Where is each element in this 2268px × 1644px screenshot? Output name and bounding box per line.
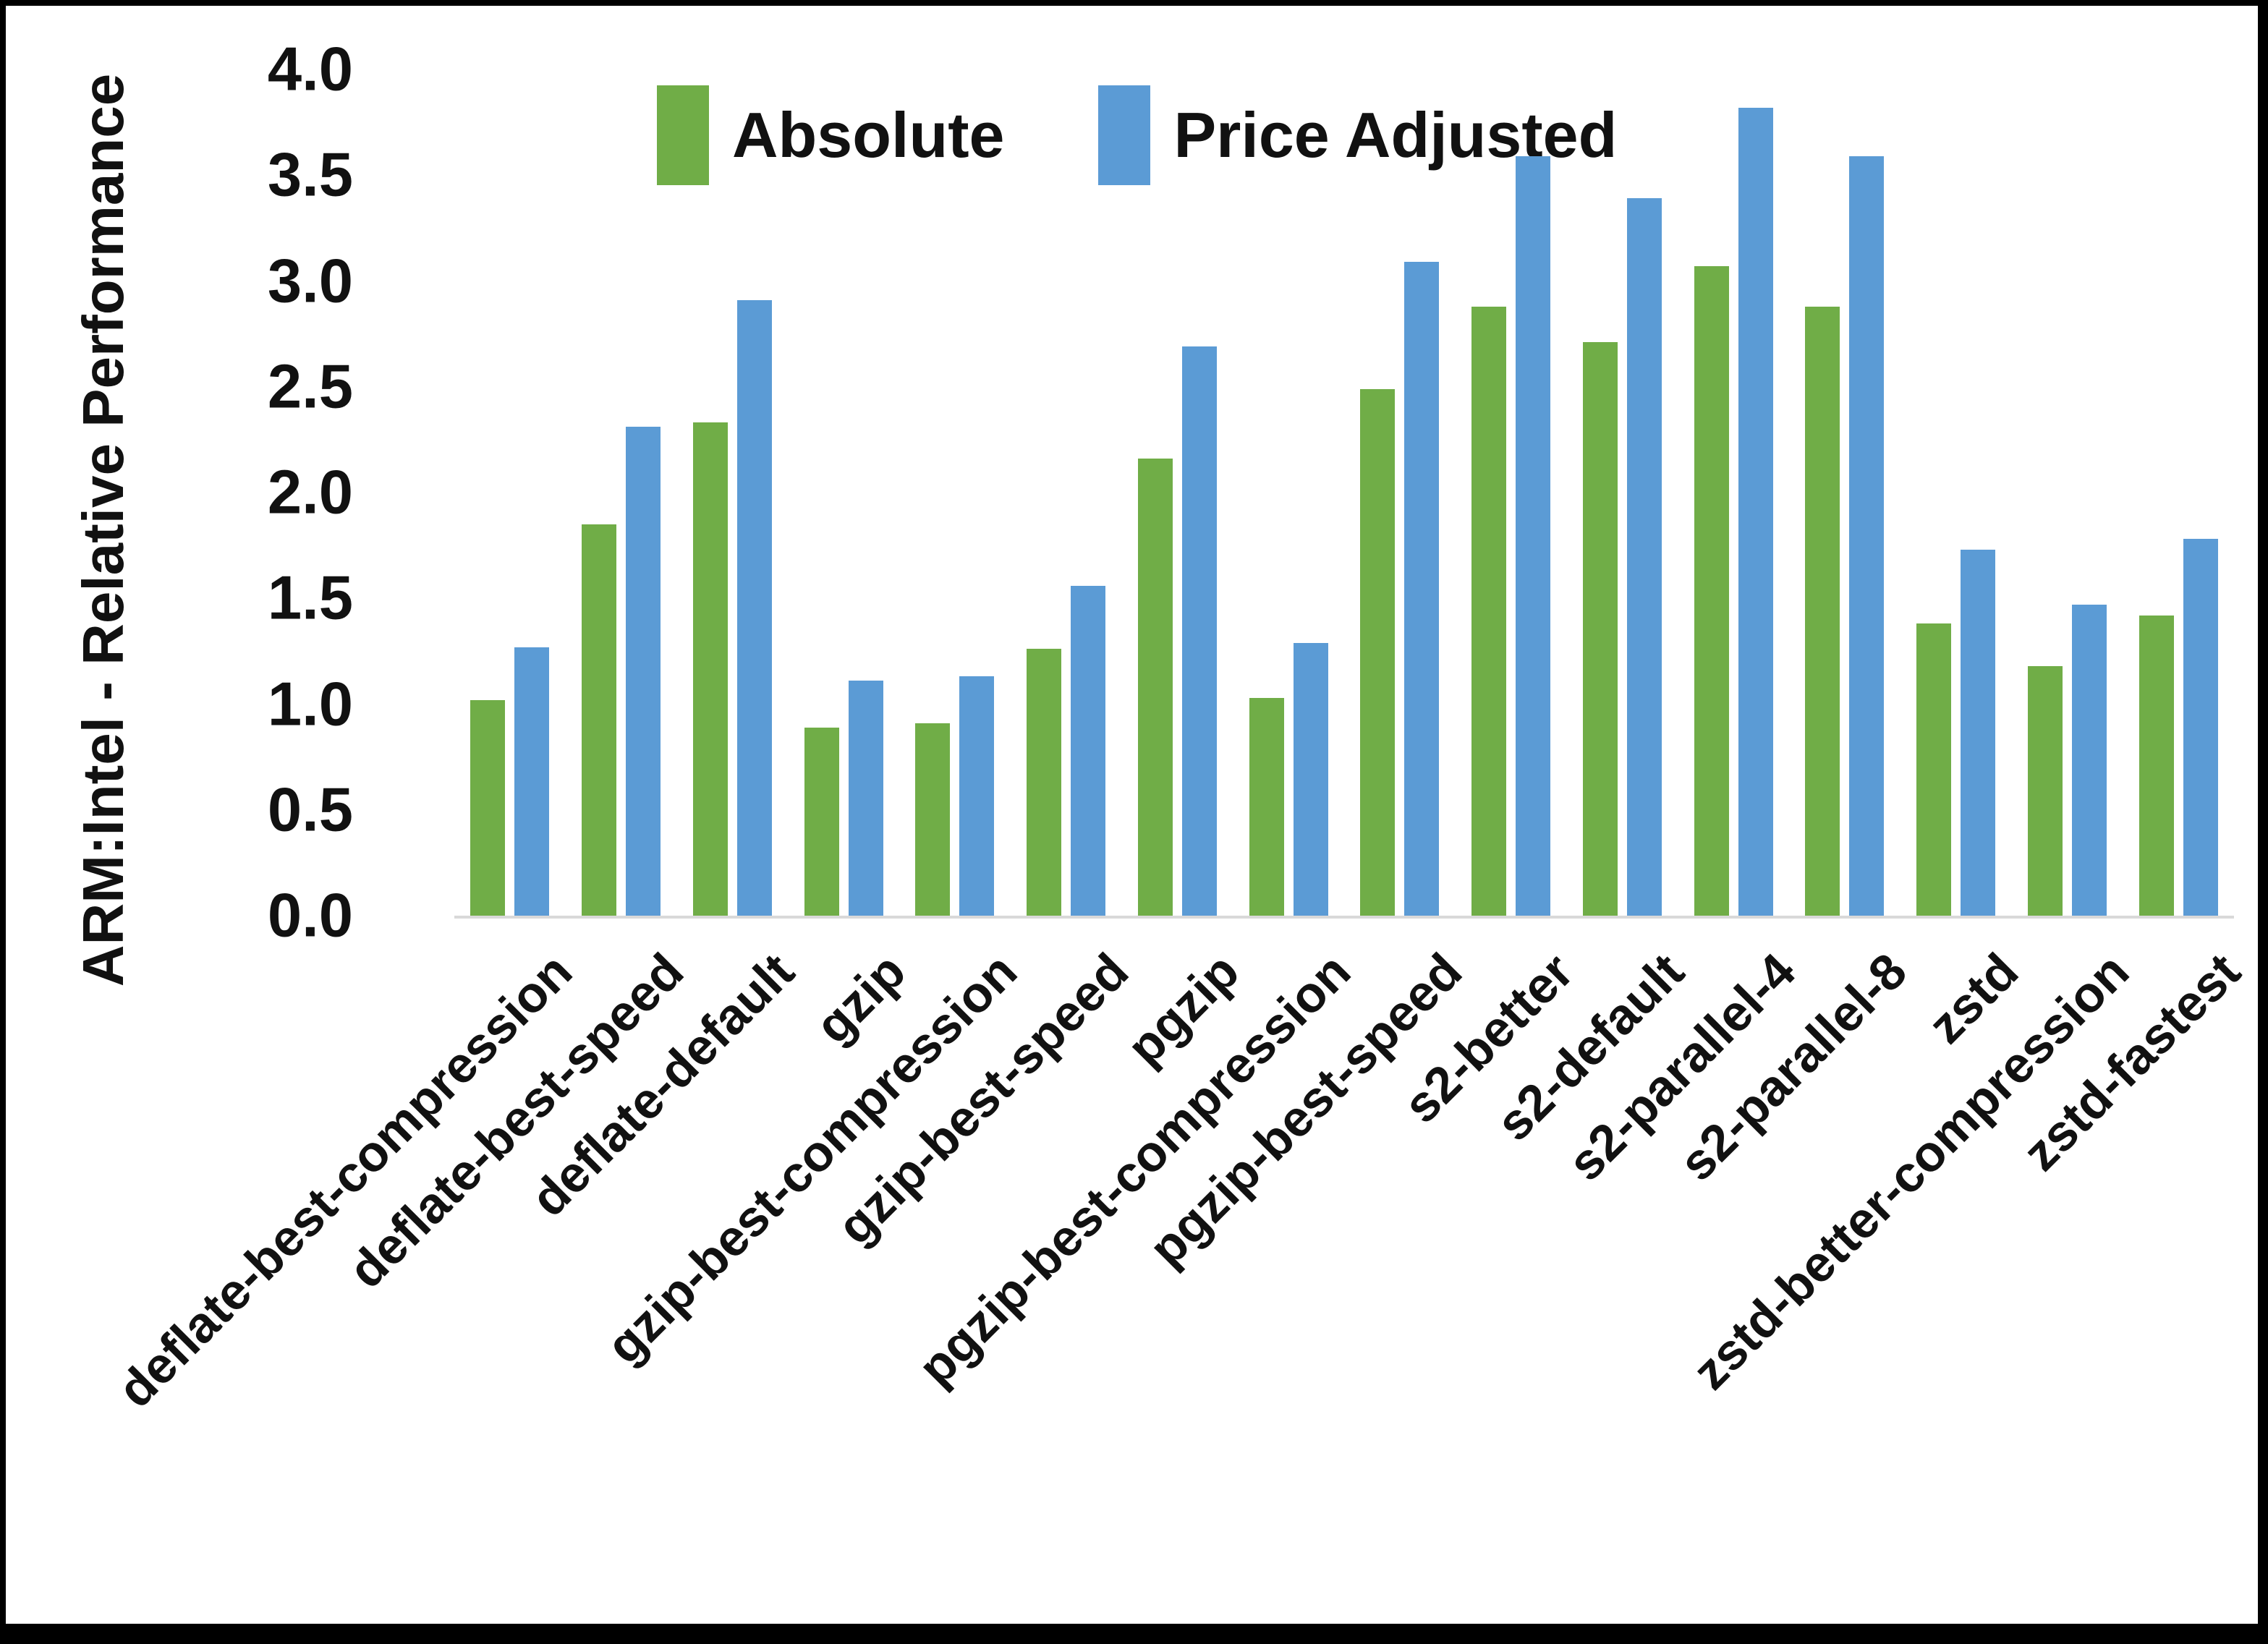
bar-group-gzip xyxy=(788,69,899,916)
bar-group-s2-parallel-8 xyxy=(1789,69,1900,916)
bar-zstd-better-compression-price-adjusted xyxy=(2071,605,2107,916)
bar-gzip-price-adjusted xyxy=(848,681,883,916)
bar-pgzip-absolute xyxy=(1137,459,1173,916)
legend-swatch-icon xyxy=(1098,85,1151,185)
bar-pgzip-best-compression-price-adjusted xyxy=(1293,642,1328,916)
bar-group-pgzip-best-speed xyxy=(1344,69,1456,916)
bar-deflate-default-absolute xyxy=(692,422,728,916)
y-tick-label: 0.5 xyxy=(267,775,353,845)
bar-gzip-absolute xyxy=(804,727,839,916)
bar-gzip-best-compression-price-adjusted xyxy=(959,676,995,916)
bar-group-s2-better xyxy=(1456,69,1567,916)
bar-group-gzip-best-compression xyxy=(899,69,1011,916)
bar-group-pgzip xyxy=(1122,69,1233,916)
bar-deflate-best-compression-price-adjusted xyxy=(514,647,550,916)
legend: Absolute Price Adjusted xyxy=(657,85,1617,185)
y-tick-label: 3.0 xyxy=(267,247,353,315)
y-tick-label: 1.0 xyxy=(267,670,353,738)
bar-s2-default-price-adjusted xyxy=(1626,198,1662,916)
bar-pgzip-best-speed-price-adjusted xyxy=(1404,262,1440,916)
x-category-label-deflate-best-compression: deflate-best-compression xyxy=(106,942,583,1418)
bar-group-zstd xyxy=(1900,69,2012,916)
y-tick-label: 2.5 xyxy=(267,352,353,422)
legend-item-price-adjusted: Price Adjusted xyxy=(1098,85,1617,185)
plot-area xyxy=(454,69,2234,919)
bar-deflate-default-price-adjusted xyxy=(736,299,772,916)
y-tick-label: 3.5 xyxy=(267,140,353,210)
bar-zstd-absolute xyxy=(1916,623,1952,916)
bar-s2-parallel-8-price-adjusted xyxy=(1849,156,1885,916)
bar-zstd-price-adjusted xyxy=(1961,549,1996,916)
legend-item-absolute: Absolute xyxy=(657,85,1004,185)
bar-pgzip-best-compression-absolute xyxy=(1249,697,1284,916)
bar-group-pgzip-best-compression xyxy=(1233,69,1344,916)
bar-group-s2-default xyxy=(1567,69,1678,916)
bar-group-s2-parallel-4 xyxy=(1678,69,1789,916)
bar-gzip-best-compression-absolute xyxy=(915,723,951,916)
bar-deflate-best-speed-absolute xyxy=(582,524,617,916)
y-tick-label: 0.0 xyxy=(267,881,353,950)
bar-zstd-fastest-price-adjusted xyxy=(2183,539,2218,916)
bar-s2-parallel-8-absolute xyxy=(1805,306,1840,916)
legend-label: Absolute xyxy=(732,99,1005,171)
chart-canvas: ARM:Intel - Relative Performance Absolut… xyxy=(6,6,2258,1624)
bar-deflate-best-speed-price-adjusted xyxy=(626,427,661,916)
bar-zstd-fastest-absolute xyxy=(2139,615,2174,916)
bar-gzip-best-speed-absolute xyxy=(1027,649,1062,916)
bar-deflate-best-compression-absolute xyxy=(470,699,506,916)
bar-s2-better-absolute xyxy=(1471,306,1507,916)
bar-pgzip-best-speed-absolute xyxy=(1360,388,1396,916)
bar-group-zstd-better-compression xyxy=(2012,69,2123,916)
bar-group-deflate-best-compression xyxy=(454,69,566,916)
bar-group-zstd-fastest xyxy=(2123,69,2234,916)
bar-zstd-better-compression-absolute xyxy=(2027,665,2063,916)
bar-s2-better-price-adjusted xyxy=(1516,156,1551,916)
bar-pgzip-price-adjusted xyxy=(1181,346,1217,916)
y-tick-label: 1.5 xyxy=(267,563,353,633)
legend-label: Price Adjusted xyxy=(1173,99,1618,171)
bar-s2-parallel-4-price-adjusted xyxy=(1738,107,1773,916)
legend-swatch-icon xyxy=(657,85,709,185)
bar-group-deflate-default xyxy=(677,69,789,916)
bar-s2-default-absolute xyxy=(1582,342,1618,916)
bar-group-gzip-best-speed xyxy=(1011,69,1122,916)
y-tick-label: 2.0 xyxy=(267,458,353,527)
bar-s2-parallel-4-absolute xyxy=(1694,266,1729,916)
bar-group-deflate-best-speed xyxy=(566,69,677,916)
y-tick-label: 4.0 xyxy=(267,35,353,104)
bar-gzip-best-speed-price-adjusted xyxy=(1071,585,1106,916)
y-axis-title: ARM:Intel - Relative Performance xyxy=(71,73,135,987)
